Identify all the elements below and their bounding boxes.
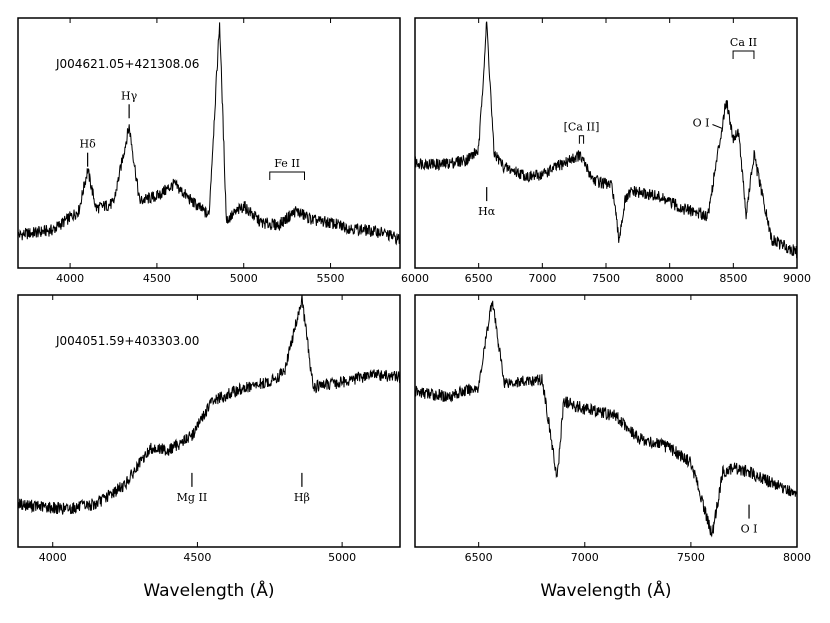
line-label: O I bbox=[741, 523, 758, 536]
x-tick-label: 8000 bbox=[783, 551, 811, 564]
x-tick-label: 6500 bbox=[465, 551, 493, 564]
x-tick-label: 8500 bbox=[719, 272, 747, 285]
line-bracket bbox=[578, 135, 585, 144]
x-tick-label: 6000 bbox=[401, 272, 429, 285]
x-tick-label: 7000 bbox=[571, 551, 599, 564]
axes-frame bbox=[17, 17, 401, 269]
spectrum-line bbox=[415, 300, 797, 538]
x-tick-label: 8000 bbox=[656, 272, 684, 285]
line-label: Ca II bbox=[730, 36, 757, 49]
line-label: O I bbox=[693, 116, 710, 129]
x-tick-label: 7000 bbox=[528, 272, 556, 285]
axes-frame bbox=[414, 294, 798, 548]
spectrum-line bbox=[18, 295, 400, 515]
x-axis-label-left: Wavelength (Å) bbox=[143, 579, 274, 601]
line-label: Hα bbox=[478, 205, 496, 218]
line-label: Hδ bbox=[80, 138, 97, 151]
spectrum-line bbox=[18, 22, 400, 246]
line-label: Fe II bbox=[274, 157, 300, 170]
object-label: J004621.05+421308.06 bbox=[55, 57, 199, 71]
x-tick-label: 7500 bbox=[592, 272, 620, 285]
panel-bottom-right: 6500 7000 7500 8000 O I bbox=[414, 294, 811, 564]
spectrum-line bbox=[415, 21, 797, 259]
line-label: Mg II bbox=[177, 491, 208, 504]
x-axis-label-right: Wavelength (Å) bbox=[540, 579, 671, 601]
x-tick-label: 7500 bbox=[677, 551, 705, 564]
line-marker bbox=[712, 124, 723, 129]
x-tick-label: 6500 bbox=[465, 272, 493, 285]
panel-top-left: 4000 4500 5000 5500 Hδ Hγ Fe II J004621.05+42… bbox=[17, 17, 401, 285]
axes-frame bbox=[17, 294, 401, 548]
line-label: Hγ bbox=[121, 89, 138, 102]
x-tick-label: 5000 bbox=[230, 272, 258, 285]
panel-top-right: 6000 6500 7000 7500 8000 8500 9000 Hα [Ca II] O … bbox=[401, 17, 811, 285]
x-tick-label: 9000 bbox=[783, 272, 811, 285]
line-label: Hβ bbox=[294, 491, 310, 504]
x-tick-label: 5000 bbox=[328, 551, 356, 564]
panel-bottom-left: 4000 4500 5000 Mg II Hβ J004051.59+403303.0… bbox=[17, 294, 401, 564]
x-tick-label: 4000 bbox=[39, 551, 67, 564]
x-tick-label: 5500 bbox=[317, 272, 345, 285]
line-bracket bbox=[269, 171, 305, 181]
x-tick-label: 4500 bbox=[183, 551, 211, 564]
object-label: J004051.59+403303.00 bbox=[55, 334, 199, 348]
line-bracket bbox=[732, 50, 755, 60]
line-label: [Ca II] bbox=[564, 121, 600, 134]
x-tick-label: 4500 bbox=[143, 272, 171, 285]
x-tick-label: 4000 bbox=[56, 272, 84, 285]
